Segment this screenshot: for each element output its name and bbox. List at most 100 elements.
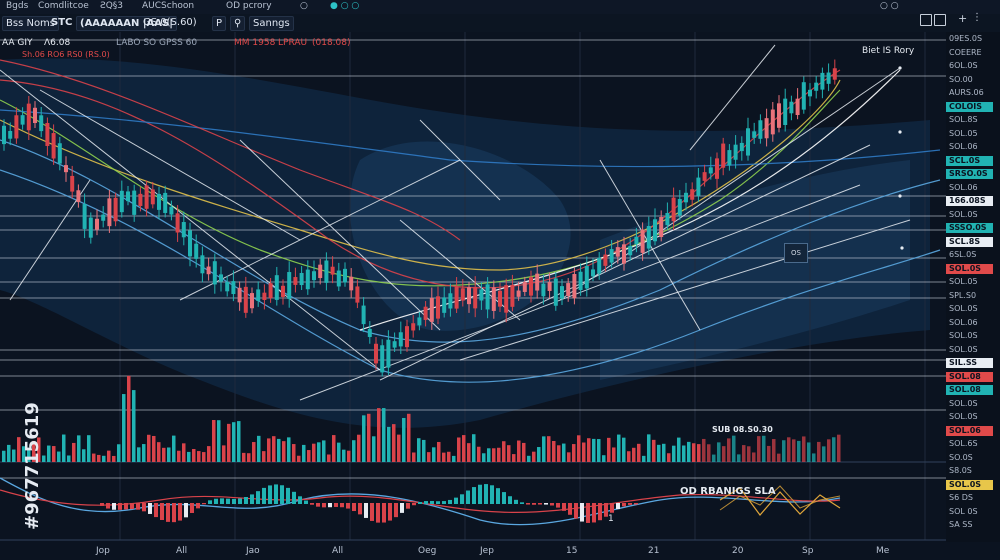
menu-item[interactable]: Comdlitcoe	[38, 1, 89, 11]
title-box[interactable]: (AAAAAAN |AAS|	[76, 16, 177, 31]
volume-bar	[227, 423, 231, 462]
oscillator-histogram-bar	[274, 484, 278, 504]
candle-body	[696, 177, 701, 196]
oscillator-histogram-bar	[178, 503, 182, 521]
volume-bar	[127, 375, 131, 462]
candle-body	[429, 297, 434, 322]
oscillator-histogram-bar	[448, 499, 452, 504]
candle-body	[281, 285, 285, 297]
oscillator-histogram-bar	[616, 503, 620, 510]
add-icon[interactable]: +	[958, 12, 968, 25]
symbol-search-button[interactable]: Bss Noms	[2, 16, 60, 31]
legend-item[interactable]: Ʌ6.08	[44, 38, 71, 48]
candle-body	[318, 264, 323, 279]
p-button[interactable]: P	[212, 16, 227, 31]
oscillator-histogram-bar	[220, 498, 224, 504]
legend-item[interactable]: LPRAU	[278, 38, 308, 48]
candle-body	[615, 247, 620, 257]
candle-body	[566, 283, 571, 296]
candle-body	[485, 284, 490, 310]
candle-body	[95, 218, 99, 230]
restore-icon[interactable]	[934, 14, 946, 26]
volume-bar	[427, 452, 431, 462]
maximize-icon[interactable]	[920, 14, 932, 26]
volume-bar	[432, 447, 436, 462]
time-axis[interactable]: Jop All Jao All Oeg Jep 15 21 20 Sp Me	[0, 542, 1000, 560]
legend-item[interactable]: MM 1958	[234, 38, 276, 48]
interval-label[interactable]: GS 0(S.60)	[143, 17, 197, 28]
price-label: COEERE	[949, 47, 982, 57]
candle-body	[144, 185, 149, 209]
level-dot	[898, 194, 902, 198]
candle-body	[299, 272, 304, 286]
menu-item[interactable]: ƧQ§3	[100, 1, 124, 11]
volume-bar	[27, 449, 31, 462]
volume-bar	[707, 444, 711, 462]
volume-bar	[417, 438, 421, 462]
volume-bar	[647, 434, 651, 462]
volume-bar	[632, 447, 636, 462]
price-label: SOL.0S	[949, 344, 978, 354]
menu-item[interactable]: OD pcrory	[226, 1, 272, 11]
oscillator-histogram-bar	[580, 503, 584, 522]
candle-body	[541, 283, 546, 297]
volume-bar	[572, 444, 576, 462]
menu-item[interactable]: AUCSchoon	[142, 1, 195, 11]
candle-body	[33, 107, 37, 124]
menu-item[interactable]: ○	[300, 1, 308, 11]
volume-bar	[77, 435, 81, 462]
candle-body	[454, 286, 459, 309]
candle-body	[677, 199, 682, 216]
menu-item[interactable]: Bgds	[6, 1, 29, 11]
chart-annotation[interactable]: Biet IS Rory	[862, 46, 915, 56]
oscillator-histogram-bar	[442, 501, 446, 504]
legend-item[interactable]: LABO SO GPSS 60	[116, 38, 198, 48]
volume-bar	[252, 442, 256, 462]
chart-annotation-box[interactable]: OS	[784, 243, 808, 263]
symbol-label: STC	[51, 17, 73, 28]
volume-bar	[737, 454, 741, 462]
candle-body	[591, 269, 595, 277]
volume-bar	[622, 437, 626, 462]
legend-item[interactable]: Sh.06 RO6 RS0 (RS.0)	[22, 50, 110, 59]
oscillator-histogram-bar	[142, 503, 146, 512]
volume-bar	[502, 441, 506, 462]
candle-body	[436, 296, 440, 319]
oscillator-histogram-bar	[172, 503, 176, 523]
volume-bar	[42, 455, 46, 462]
moving-average-line	[0, 139, 941, 343]
oscillator-histogram-bar	[418, 501, 422, 504]
candle-body	[64, 165, 68, 173]
tag-button[interactable]: ⚲	[230, 16, 246, 31]
oscillator-histogram-bar	[394, 503, 398, 518]
moving-average-line	[0, 109, 941, 168]
volume-bar	[697, 444, 701, 462]
price-axis[interactable]: 09ES.0S COEERE 6OL.0S SO.00 AURS.06 COLOIS SOL…	[946, 30, 1000, 540]
volume-bar	[87, 435, 91, 462]
oscillator-histogram-bar	[586, 503, 590, 523]
legend-item[interactable]: AA GIY	[2, 38, 33, 48]
price-label: SOL.05	[949, 128, 978, 138]
candle-body	[640, 229, 645, 253]
volume-bar	[207, 446, 211, 462]
more-icon[interactable]: ⋮	[972, 12, 982, 23]
volume-bar	[382, 408, 386, 462]
settings-button[interactable]: Sanngs	[249, 16, 294, 31]
volume-bar	[627, 451, 631, 462]
volume-bar	[442, 452, 446, 462]
moving-average-line	[0, 79, 841, 271]
candle-body	[777, 103, 781, 128]
volume-bar	[292, 444, 296, 462]
legend-item[interactable]: (018.08)	[312, 38, 351, 48]
oscillator-histogram-bar	[328, 503, 332, 508]
candle-body	[243, 286, 248, 313]
oscillator-histogram-bar	[106, 503, 110, 509]
menu-item[interactable]: ● ○ ○	[330, 1, 360, 11]
volume-bar	[47, 445, 51, 462]
time-tick: Jep	[480, 546, 494, 556]
menu-item[interactable]: ○ ○	[880, 1, 899, 11]
candle-body	[832, 68, 837, 80]
price-label: SA SS	[949, 520, 973, 530]
price-label: SIL.SS	[946, 358, 993, 369]
